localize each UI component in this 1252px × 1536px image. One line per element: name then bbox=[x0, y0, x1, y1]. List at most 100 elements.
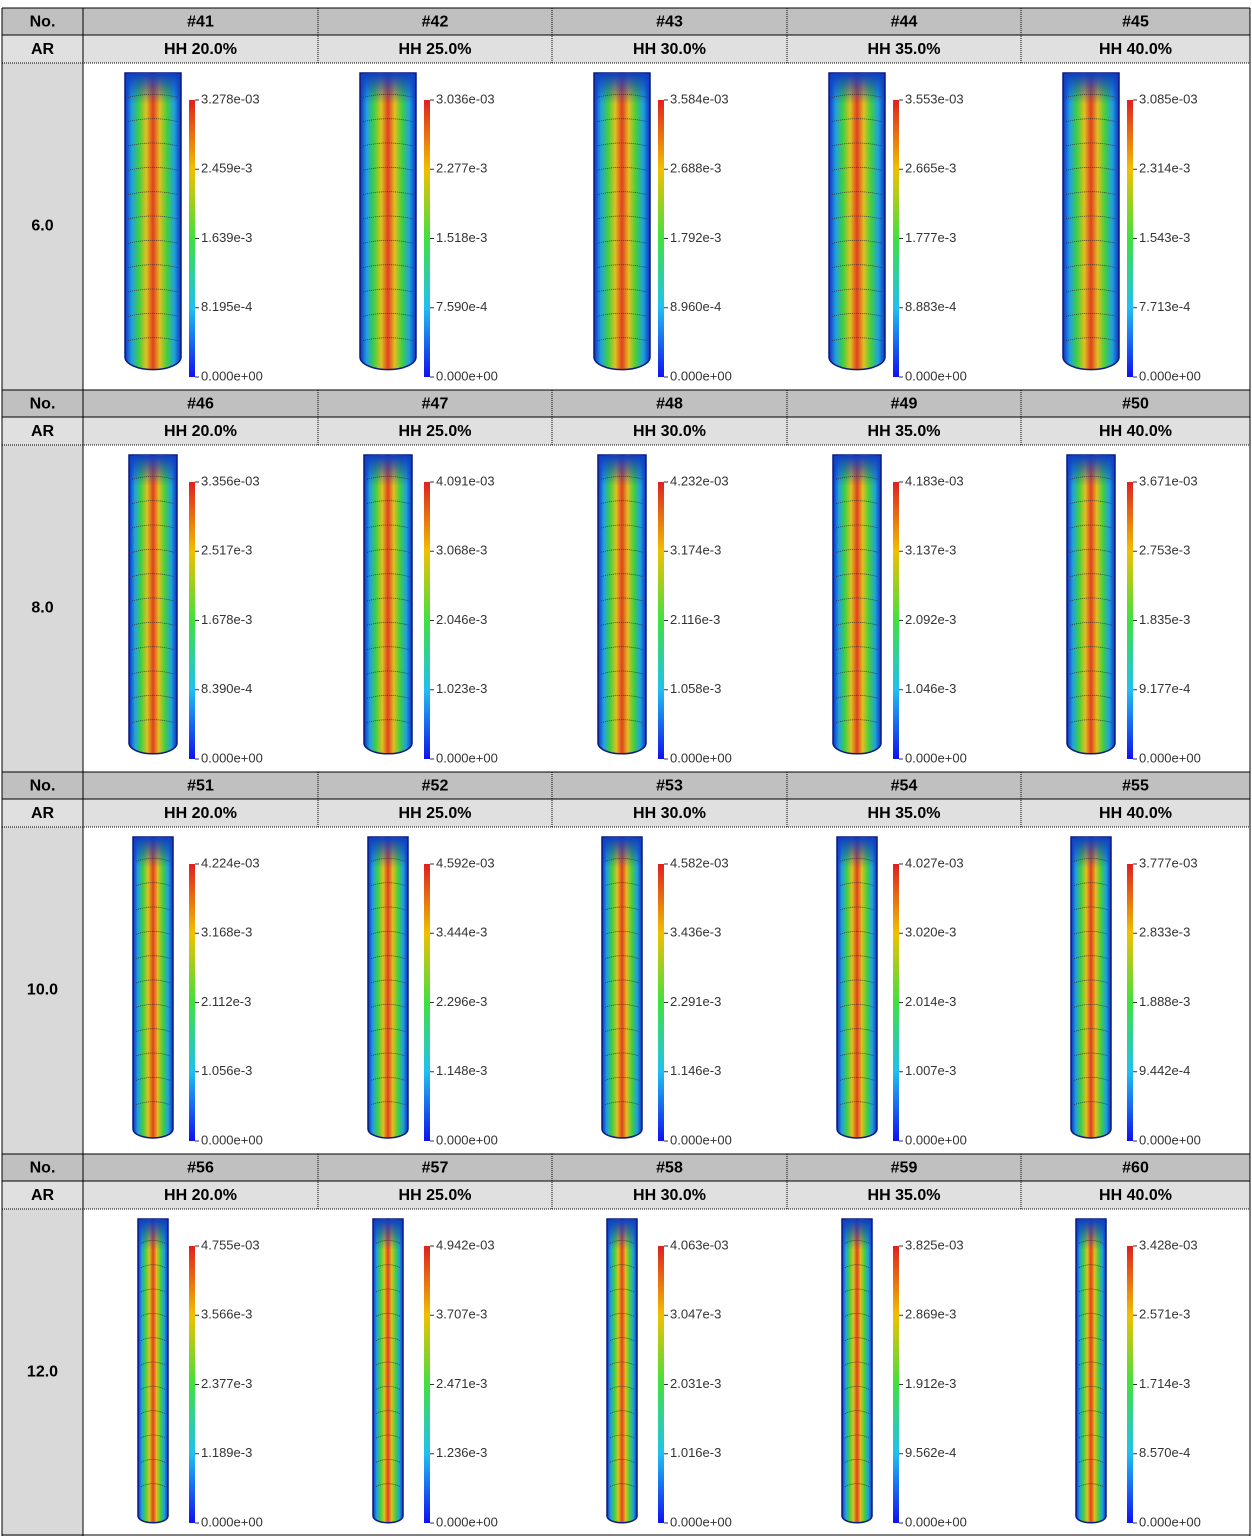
flow-line bbox=[604, 1028, 640, 1033]
flow-line bbox=[596, 239, 648, 244]
flow-line bbox=[135, 955, 171, 960]
tube-top bbox=[1077, 1220, 1105, 1250]
flow-line bbox=[140, 1385, 166, 1390]
no-label: No. bbox=[30, 1160, 56, 1177]
flow-line bbox=[835, 597, 879, 602]
flow-line bbox=[135, 857, 171, 862]
tube bbox=[836, 836, 878, 1139]
flow-line bbox=[1065, 337, 1117, 342]
tube bbox=[363, 454, 413, 755]
colorbar-label: 0.000e+00 bbox=[1139, 750, 1201, 765]
case-id: #58 bbox=[656, 1160, 683, 1177]
flow-line bbox=[375, 1434, 401, 1439]
colorbar-label: 0.000e+00 bbox=[201, 1132, 263, 1147]
flow-line bbox=[366, 719, 410, 724]
flow-line bbox=[1065, 93, 1117, 98]
flow-line bbox=[362, 191, 414, 196]
flow-line bbox=[135, 882, 171, 887]
colorbar-label: 1.023e-3 bbox=[436, 681, 487, 696]
colorbar bbox=[1127, 864, 1133, 1141]
colorbar-label: 0.000e+00 bbox=[905, 1514, 967, 1529]
flow-line bbox=[596, 166, 648, 171]
flow-line bbox=[844, 1312, 870, 1317]
colorbar-label: 4.755e-03 bbox=[201, 1237, 260, 1252]
colorbar bbox=[424, 1246, 430, 1523]
flow-line bbox=[839, 1076, 875, 1081]
case-hh: HH 25.0% bbox=[399, 1187, 472, 1204]
flow-line bbox=[1078, 1434, 1104, 1439]
flow-line bbox=[600, 670, 644, 675]
flow-line bbox=[131, 524, 175, 529]
flow-line bbox=[135, 1052, 171, 1057]
colorbar-label: 1.148e-3 bbox=[436, 1063, 487, 1078]
ar-label: AR bbox=[31, 41, 55, 58]
colorbar-label: 2.377e-3 bbox=[201, 1376, 252, 1391]
colorbar-label: 3.707e-3 bbox=[436, 1307, 487, 1322]
ar-row bbox=[2, 799, 1250, 827]
flow-line bbox=[370, 1076, 406, 1081]
ar-row bbox=[2, 1181, 1250, 1209]
flow-line bbox=[596, 118, 648, 123]
colorbar-label: 3.825e-03 bbox=[905, 1237, 964, 1252]
colorbar-label: 0.000e+00 bbox=[905, 750, 967, 765]
flow-line bbox=[362, 93, 414, 98]
colorbar-label: 3.428e-03 bbox=[1139, 1237, 1198, 1252]
colorbar-label: 1.146e-3 bbox=[670, 1063, 721, 1078]
colorbar-label: 4.592e-03 bbox=[436, 855, 495, 870]
flow-line bbox=[1065, 142, 1117, 147]
colorbar-label: 4.582e-03 bbox=[670, 855, 729, 870]
colorbar bbox=[424, 100, 430, 377]
colorbar-label: 3.137e-3 bbox=[905, 543, 956, 558]
flow-line bbox=[1078, 1312, 1104, 1317]
tube-top bbox=[374, 1220, 402, 1250]
tube bbox=[359, 72, 417, 371]
colorbar-label: 4.224e-03 bbox=[201, 855, 260, 870]
colorbar-label: 1.056e-3 bbox=[201, 1063, 252, 1078]
flow-line bbox=[375, 1239, 401, 1244]
colorbar-label: 8.883e-4 bbox=[905, 299, 956, 314]
flow-line bbox=[370, 1003, 406, 1008]
flow-line bbox=[1065, 166, 1117, 171]
tube-top bbox=[361, 74, 415, 104]
flow-line bbox=[1078, 1288, 1104, 1293]
case-id: #51 bbox=[187, 778, 214, 795]
tube-top bbox=[843, 1220, 871, 1250]
tube bbox=[372, 1218, 404, 1524]
flow-line bbox=[362, 239, 414, 244]
flow-line bbox=[835, 646, 879, 651]
flow-line bbox=[600, 475, 644, 480]
flow-line bbox=[370, 1028, 406, 1033]
colorbar-label: 0.000e+00 bbox=[436, 368, 498, 383]
case-id: #41 bbox=[187, 14, 214, 31]
flow-line bbox=[604, 1052, 640, 1057]
case-hh: HH 40.0% bbox=[1099, 41, 1172, 58]
colorbar bbox=[189, 482, 195, 759]
tube bbox=[601, 836, 643, 1139]
colorbar-label: 2.517e-3 bbox=[201, 543, 252, 558]
flow-line bbox=[1065, 118, 1117, 123]
flow-line bbox=[1073, 857, 1109, 862]
flow-line bbox=[1069, 524, 1113, 529]
colorbar-label: 4.027e-03 bbox=[905, 855, 964, 870]
colorbar-label: 0.000e+00 bbox=[1139, 1132, 1201, 1147]
flow-line bbox=[140, 1312, 166, 1317]
flow-line bbox=[600, 548, 644, 553]
colorbar-label: 2.571e-3 bbox=[1139, 1307, 1190, 1322]
flow-line bbox=[604, 1003, 640, 1008]
colorbar-label: 1.792e-3 bbox=[670, 230, 721, 245]
flow-line bbox=[140, 1410, 166, 1415]
colorbar-label: 1.912e-3 bbox=[905, 1376, 956, 1391]
case-hh: HH 25.0% bbox=[399, 41, 472, 58]
tube bbox=[597, 454, 647, 755]
flow-line bbox=[135, 1076, 171, 1081]
flow-line bbox=[609, 1288, 635, 1293]
flow-line bbox=[844, 1483, 870, 1488]
flow-line bbox=[844, 1361, 870, 1366]
colorbar-label: 2.471e-3 bbox=[436, 1376, 487, 1391]
colorbar-label: 7.713e-4 bbox=[1139, 299, 1190, 314]
flow-line bbox=[140, 1483, 166, 1488]
flow-line bbox=[362, 264, 414, 269]
tube-top bbox=[595, 74, 649, 104]
colorbar-label: 2.092e-3 bbox=[905, 612, 956, 627]
flow-line bbox=[131, 646, 175, 651]
